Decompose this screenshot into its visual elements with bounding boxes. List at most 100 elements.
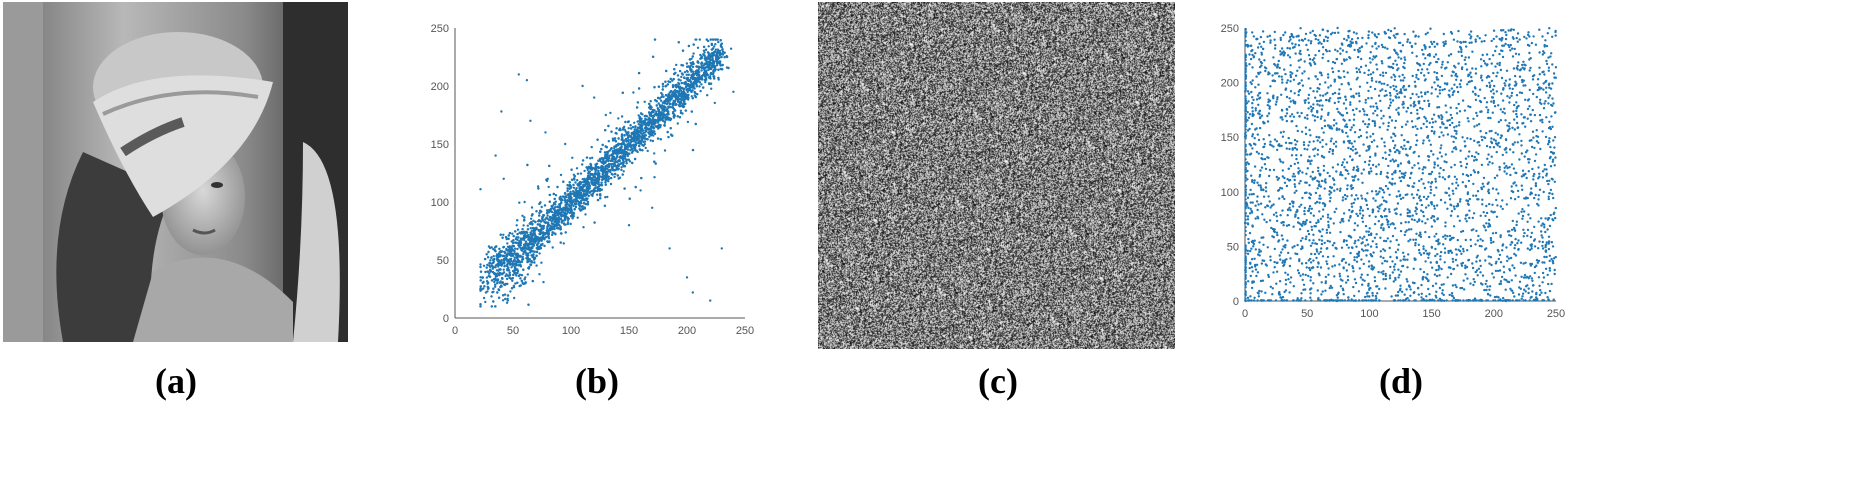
data-point [499, 272, 502, 275]
data-point [602, 174, 606, 178]
data-point [1454, 283, 1457, 287]
data-point [595, 177, 598, 180]
data-point [655, 100, 658, 103]
data-point [579, 202, 583, 205]
data-point [713, 69, 716, 72]
data-point [1369, 85, 1372, 89]
data-point [613, 175, 616, 179]
data-point [708, 75, 712, 78]
data-point [1274, 44, 1277, 47]
data-point [1526, 117, 1529, 120]
data-point [1263, 163, 1267, 166]
data-point [1403, 61, 1406, 65]
data-point [1435, 274, 1439, 278]
data-point [621, 91, 624, 95]
data-point [1395, 108, 1398, 111]
data-point [507, 274, 510, 278]
data-point [677, 94, 680, 98]
data-point [657, 127, 660, 130]
data-point [1380, 271, 1383, 274]
data-point [1367, 260, 1371, 263]
data-point [1530, 277, 1534, 280]
data-point [1297, 271, 1301, 275]
data-point [600, 147, 603, 151]
data-point [589, 157, 592, 160]
data-point [517, 241, 520, 245]
data-point [1289, 281, 1292, 284]
data-point [558, 203, 561, 206]
data-point [641, 132, 644, 135]
data-point [598, 189, 601, 192]
data-point [510, 266, 513, 269]
data-point [1247, 92, 1251, 95]
data-point [1499, 136, 1502, 140]
data-point [507, 237, 510, 240]
data-point [1293, 183, 1296, 186]
data-point [587, 171, 590, 174]
data-point [581, 184, 585, 187]
data-point [630, 127, 633, 130]
data-point [1375, 297, 1378, 300]
data-point [518, 245, 521, 248]
data-point [539, 233, 542, 236]
data-point [538, 219, 542, 222]
data-point [502, 271, 506, 274]
data-point [539, 209, 542, 212]
data-point [1521, 214, 1525, 218]
data-point [676, 100, 680, 103]
data-point [563, 195, 566, 199]
data-point [1540, 230, 1543, 233]
data-point [609, 168, 612, 172]
data-point [1358, 47, 1361, 50]
data-point [1347, 263, 1351, 266]
data-point [1355, 32, 1358, 35]
data-point [1405, 110, 1408, 113]
data-point [555, 221, 559, 224]
data-point [713, 50, 717, 53]
data-point [1247, 237, 1250, 241]
data-point [519, 243, 522, 246]
data-point [549, 217, 552, 220]
y-tick-label: 100 [431, 197, 449, 209]
data-point [529, 217, 533, 220]
data-point [1407, 221, 1410, 224]
data-point [716, 38, 719, 41]
data-point [1409, 145, 1412, 149]
data-point [656, 137, 660, 140]
data-point [644, 117, 647, 121]
data-point [1299, 58, 1302, 61]
data-point [603, 156, 606, 160]
data-point [617, 137, 620, 140]
data-point [640, 117, 643, 121]
data-point [568, 187, 571, 190]
data-point [1294, 52, 1297, 55]
data-point [564, 201, 567, 204]
data-point [1309, 212, 1313, 215]
data-point [708, 62, 711, 66]
data-point [663, 121, 666, 125]
data-point [511, 277, 514, 280]
data-point [1540, 291, 1543, 294]
data-point [570, 178, 574, 181]
data-point [535, 210, 538, 213]
data-point [489, 268, 492, 271]
data-point [648, 135, 651, 138]
data-point [687, 73, 690, 76]
data-point [672, 114, 676, 118]
data-point [535, 264, 538, 267]
data-point [634, 134, 637, 138]
data-point [678, 69, 682, 73]
data-point [658, 114, 661, 118]
data-point [705, 72, 708, 75]
data-point [1538, 240, 1541, 243]
data-point [1414, 210, 1417, 213]
data-point [501, 299, 505, 302]
data-point [649, 114, 653, 117]
data-point [637, 114, 640, 117]
data-point [1381, 88, 1384, 91]
data-point [637, 71, 641, 75]
data-point [1485, 288, 1488, 292]
data-point [524, 282, 527, 285]
data-point [479, 285, 482, 288]
data-point [525, 252, 529, 255]
